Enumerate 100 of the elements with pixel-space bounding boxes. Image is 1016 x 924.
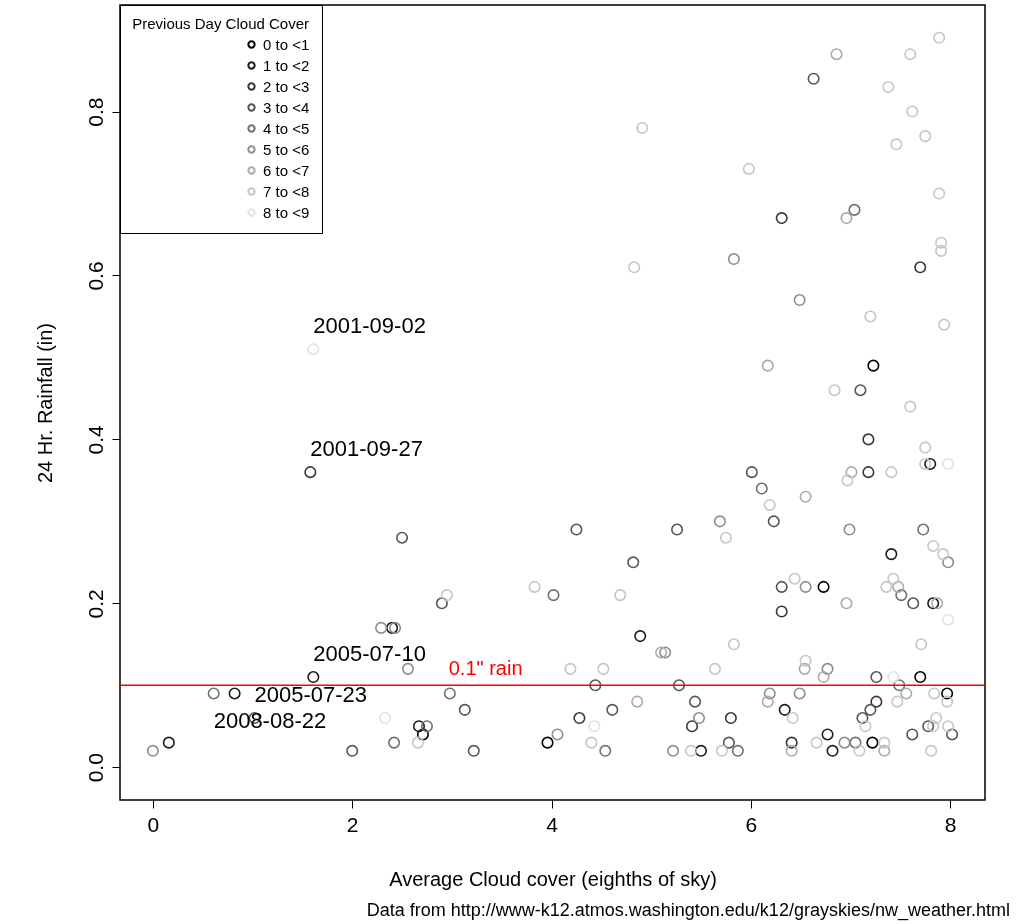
point (570, 523, 583, 536)
point (917, 523, 930, 536)
legend-title: Previous Day Cloud Cover (132, 15, 309, 32)
point (937, 548, 950, 561)
point (890, 138, 903, 151)
point (942, 613, 955, 626)
point (304, 466, 317, 479)
point (892, 580, 905, 593)
point (778, 703, 791, 716)
point (906, 105, 919, 118)
point (785, 736, 798, 749)
point (655, 646, 668, 659)
x-tick-label: 0 (147, 812, 160, 836)
point (928, 687, 941, 700)
annotation: 2001-09-27 (310, 436, 423, 462)
point (927, 597, 940, 610)
point (867, 359, 880, 372)
point (904, 400, 917, 413)
point (684, 744, 698, 757)
annotation: 2001-09-02 (313, 313, 426, 339)
point (458, 703, 471, 716)
point (207, 687, 220, 700)
point (843, 523, 856, 536)
point (878, 744, 891, 757)
point (667, 744, 680, 757)
point (859, 720, 872, 733)
point (907, 597, 920, 610)
point (589, 679, 602, 692)
point (724, 712, 737, 725)
point (853, 744, 866, 757)
point (887, 671, 900, 684)
point (895, 589, 908, 602)
point (817, 671, 830, 684)
point (673, 679, 686, 692)
point (585, 736, 598, 749)
point (588, 720, 601, 733)
point (628, 261, 641, 274)
point (788, 572, 801, 585)
point (882, 80, 895, 93)
point (841, 474, 854, 487)
point (715, 744, 728, 757)
point (821, 662, 834, 675)
point (938, 318, 951, 331)
point (933, 187, 946, 200)
point (848, 203, 861, 216)
point (927, 539, 940, 552)
annotation: 2005-07-10 (313, 641, 426, 667)
point (919, 457, 932, 470)
point (412, 720, 426, 733)
point (880, 580, 893, 593)
point (817, 580, 830, 593)
point (862, 433, 875, 446)
point (228, 687, 241, 700)
point (885, 548, 898, 561)
ref-line-label: 0.1" rain (448, 657, 523, 680)
point (785, 744, 798, 757)
point (599, 744, 612, 757)
y-tick-label: 0.0 (83, 753, 107, 783)
point (761, 695, 774, 708)
annotation: 2005-07-23 (254, 682, 368, 708)
point (922, 720, 935, 733)
point (692, 712, 706, 725)
point (919, 130, 932, 143)
point (631, 695, 644, 708)
point (375, 621, 388, 634)
point (838, 736, 851, 749)
legend-label: 0 to <1 (263, 35, 310, 53)
point (346, 744, 359, 757)
point (597, 662, 610, 675)
point (933, 31, 946, 44)
point (307, 671, 320, 684)
point (146, 744, 159, 757)
point (767, 515, 780, 528)
point (727, 253, 740, 266)
point (927, 720, 940, 733)
legend-label: 7 to <8 (263, 182, 310, 200)
point (799, 580, 812, 593)
point (862, 466, 875, 479)
point (761, 359, 774, 372)
point (942, 556, 955, 569)
point (935, 244, 948, 257)
point (401, 662, 415, 675)
point (900, 687, 913, 700)
point (388, 736, 401, 749)
point (866, 736, 879, 749)
annotation: 2008-08-22 (213, 708, 327, 734)
point (671, 523, 684, 536)
point (708, 662, 721, 675)
point (541, 736, 554, 749)
point (864, 310, 877, 323)
point (636, 121, 649, 134)
y-tick-label: 0.4 (83, 424, 107, 455)
x-tick-label: 2 (346, 812, 359, 836)
point (828, 384, 841, 397)
point (845, 466, 858, 479)
point (420, 720, 433, 733)
point (731, 744, 744, 757)
point (528, 580, 541, 593)
point (914, 671, 927, 684)
point (443, 687, 456, 700)
